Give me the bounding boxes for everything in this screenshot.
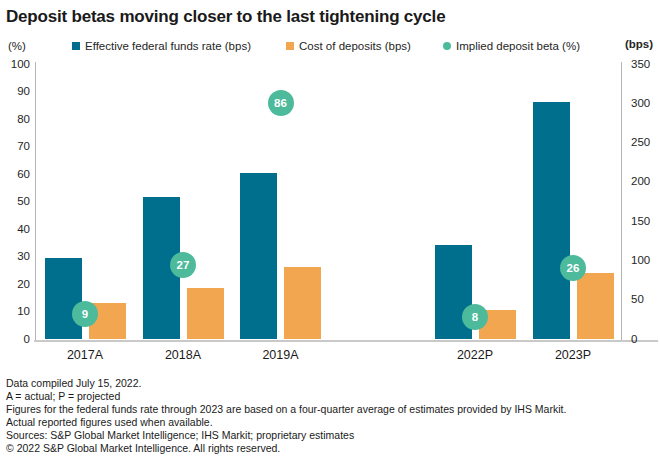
left-axis-tick-label: 0 xyxy=(2,333,30,345)
bar-cost-of-deposits-2019A xyxy=(284,267,321,339)
footnote-actual-projected: A = actual; P = projected xyxy=(6,390,120,402)
footnote-fed-funds-estimates: Figures for the federal funds rate throu… xyxy=(6,403,566,415)
bar-cost-of-deposits-2023P xyxy=(577,273,614,339)
left-axis-tick-label: 70 xyxy=(2,140,30,152)
x-axis-category-label-2019A: 2019A xyxy=(246,348,316,362)
footnote-copyright: © 2022 S&P Global Market Intelligence. A… xyxy=(6,442,280,454)
right-axis-tick-label: 250 xyxy=(631,136,660,148)
left-axis-tick-label: 100 xyxy=(2,58,30,70)
left-axis-tick-label: 80 xyxy=(2,113,30,125)
right-axis-tick-label: 100 xyxy=(631,254,660,266)
x-axis-baseline xyxy=(34,340,658,342)
left-axis-tick-label: 40 xyxy=(2,223,30,235)
bar-cost-of-deposits-2018A xyxy=(187,288,224,339)
left-axis-line xyxy=(35,62,36,341)
left-axis-tick-label: 50 xyxy=(2,195,30,207)
left-axis-tick-label: 20 xyxy=(2,278,30,290)
implied-deposit-beta-marker-2018A: 27 xyxy=(170,252,196,278)
footnote-data-compiled: Data compiled July 15, 2022. xyxy=(6,377,141,389)
x-axis-category-label-2018A: 2018A xyxy=(148,348,218,362)
bar-effective-federal-funds-rate-2017A xyxy=(45,258,82,339)
right-axis-tick-label: 50 xyxy=(631,293,660,305)
right-axis-tick-label: 150 xyxy=(631,215,660,227)
bar-effective-federal-funds-rate-2023P xyxy=(533,102,570,339)
left-axis-tick-label: 10 xyxy=(2,305,30,317)
x-axis-category-label-2023P: 2023P xyxy=(538,348,608,362)
left-axis-tick-label: 90 xyxy=(2,85,30,97)
x-axis-category-label-2017A: 2017A xyxy=(50,348,120,362)
right-axis-line xyxy=(621,62,622,341)
footnote-sources: Sources: S&P Global Market Intelligence;… xyxy=(6,429,354,441)
left-axis-tick-label: 30 xyxy=(2,250,30,262)
right-axis-tick-label: 350 xyxy=(631,58,660,70)
implied-deposit-beta-marker-2023P: 26 xyxy=(560,255,586,281)
left-axis-tick-label: 60 xyxy=(2,168,30,180)
right-axis-tick-label: 300 xyxy=(631,97,660,109)
footnote-actual-figures: Actual reported figures used when availa… xyxy=(6,416,213,428)
implied-deposit-beta-marker-2019A: 86 xyxy=(268,90,294,116)
bar-effective-federal-funds-rate-2019A xyxy=(240,173,277,339)
right-axis-tick-label: 200 xyxy=(631,175,660,187)
implied-deposit-beta-marker-2022P: 8 xyxy=(462,304,488,330)
right-axis-tick-label: 0 xyxy=(631,333,660,345)
x-axis-category-label-2022P: 2022P xyxy=(440,348,510,362)
